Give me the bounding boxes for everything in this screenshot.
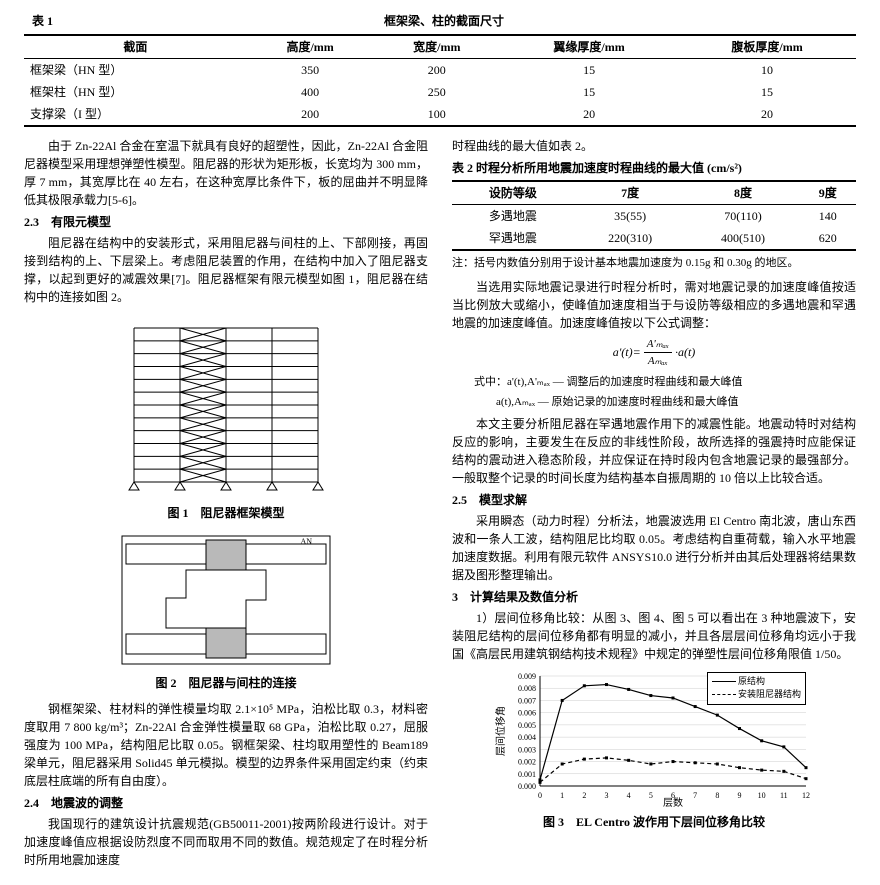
table1-caption: 框架梁、柱的截面尺寸 [384, 14, 504, 28]
table-row: 支撑梁（I 型）2001002020 [24, 103, 856, 126]
table1-label: 表 1 [32, 12, 53, 30]
table-row: 多遇地震35(55)70(110)140 [452, 205, 856, 228]
table-row: 罕遇地震220(310)400(510)620 [452, 227, 856, 250]
svg-text:0.009: 0.009 [518, 672, 536, 681]
right-p1: 当选用实际地震记录进行时程分析时，需对地震记录的加速度峰值按适当比例放大或缩小，… [452, 278, 856, 332]
equation: a'(t)= A'ₘₐₓ Aₘₐₓ ·a(t) [452, 336, 856, 370]
figure-1: 图 1 阻尼器框架模型 [24, 310, 428, 522]
table2-note: 注：括号内数值分别用于设计基本地震加速度为 0.15g 和 0.30g 的地区。 [452, 255, 856, 272]
right-p2: 本文主要分析阻尼器在罕遇地震作用下的减震性能。地震动特时对结构反应的影响，主要发… [452, 415, 856, 487]
left-p4: 我国现行的建筑设计抗震规范(GB50011-2001)按两阶段进行设计。对于加速… [24, 815, 428, 869]
eq-den: Aₘₐₓ [644, 353, 672, 370]
svg-text:0.000: 0.000 [518, 782, 536, 791]
table-row: 框架柱（HN 型）4002501515 [24, 81, 856, 103]
table1-wrap: 表 1 框架梁、柱的截面尺寸 截面高度/mm宽度/mm翼缘厚度/mm腹板厚度/m… [24, 12, 856, 127]
svg-text:2: 2 [582, 791, 586, 800]
figure-3: 0.000 0.001 0.002 0.003 0.004 0.005 0.006 0.007… [493, 667, 815, 809]
svg-text:0.001: 0.001 [518, 769, 536, 778]
sec-2-5: 2.5 模型求解 [452, 491, 856, 509]
fig1-caption: 图 1 阻尼器框架模型 [24, 504, 428, 522]
legend-dashed: 安装阻尼器结构 [738, 689, 801, 699]
svg-text:0.004: 0.004 [518, 733, 536, 742]
eq-note2: a(t),Aₘₐₓ — 原始记录的加速度时程曲线和最大峰值 [452, 394, 856, 411]
damper-connection-svg: AN [116, 530, 336, 670]
sec-2-4: 2.4 地震波的调整 [24, 794, 428, 812]
eq-note1: 式中：a'(t),A'ₘₐₓ — 调整后的加速度时程曲线和最大峰值 [452, 374, 856, 391]
svg-text:0.007: 0.007 [518, 696, 536, 705]
sec-2-3: 2.3 有限元模型 [24, 213, 428, 231]
svg-text:AN: AN [300, 537, 312, 546]
eq-tail: ·a(t) [675, 344, 695, 358]
svg-text:9: 9 [738, 791, 742, 800]
eq-num: A'ₘₐₓ [644, 336, 672, 354]
figure-2: AN 图 2 阻尼器与间柱的连接 [24, 530, 428, 692]
legend-solid: 原结构 [738, 676, 765, 686]
svg-text:10: 10 [758, 791, 766, 800]
svg-text:0.008: 0.008 [518, 684, 536, 693]
svg-text:1: 1 [560, 791, 564, 800]
table1-col: 宽度/mm [373, 35, 500, 59]
svg-text:7: 7 [693, 791, 697, 800]
table1-col: 腹板厚度/mm [678, 35, 856, 59]
eq-frac: A'ₘₐₓ Aₘₐₓ [644, 336, 672, 370]
sec-3: 3 计算结果及数值分析 [452, 588, 856, 606]
svg-text:5: 5 [649, 791, 653, 800]
svg-text:层数: 层数 [663, 796, 683, 808]
fig3-caption: 图 3 EL Centro 波作用下层间位移角比较 [452, 813, 856, 831]
svg-text:11: 11 [780, 791, 788, 800]
chart-legend: 原结构 安装阻尼器结构 [707, 672, 806, 705]
left-p1: 由于 Zn-22Al 合金在室温下就具有良好的超塑性，因此，Zn-22Al 合金… [24, 137, 428, 209]
table1-col: 截面 [24, 35, 247, 59]
fig2-caption: 图 2 阻尼器与间柱的连接 [24, 674, 428, 692]
table2-title: 表 2 时程分析所用地震加速度时程曲线的最大值 (cm/s²) [452, 159, 856, 177]
svg-text:8: 8 [715, 791, 719, 800]
eq-lhs: a'(t)= [613, 344, 644, 358]
svg-text:0.006: 0.006 [518, 708, 536, 717]
svg-text:0: 0 [538, 791, 542, 800]
right-p4: 1）层间位移角比较：从图 3、图 4、图 5 可以看出在 3 种地震波下，安装阻… [452, 609, 856, 663]
table2: 设防等级7度8度9度 多遇地震35(55)70(110)140罕遇地震220(3… [452, 180, 856, 251]
left-p3: 钢框架梁、柱材料的弹性模量均取 2.1×10⁵ MPa，泊松比取 0.3，材料密… [24, 700, 428, 790]
left-p2: 阻尼器在结构中的安装形式，采用阻尼器与间柱的上、下部刚接，再固接到结构的上、下层… [24, 234, 428, 306]
svg-text:0.002: 0.002 [518, 757, 536, 766]
right-column: 时程曲线的最大值如表 2。 表 2 时程分析所用地震加速度时程曲线的最大值 (c… [452, 137, 856, 873]
svg-text:12: 12 [802, 791, 810, 800]
left-column: 由于 Zn-22Al 合金在室温下就具有良好的超塑性，因此，Zn-22Al 合金… [24, 137, 428, 873]
table1-col: 高度/mm [247, 35, 374, 59]
svg-text:0.003: 0.003 [518, 745, 536, 754]
svg-text:0.005: 0.005 [518, 720, 536, 729]
table-row: 框架梁（HN 型）3502001510 [24, 59, 856, 82]
svg-text:层间位移角: 层间位移角 [494, 706, 507, 756]
svg-text:3: 3 [605, 791, 609, 800]
frame-model-svg [116, 310, 336, 500]
table1-col: 翼缘厚度/mm [500, 35, 678, 59]
svg-text:4: 4 [627, 791, 631, 800]
table1-title: 表 1 框架梁、柱的截面尺寸 [24, 12, 856, 30]
right-p3: 采用瞬态（动力时程）分析法，地震波选用 El Centro 南北波，唐山东西波和… [452, 512, 856, 584]
right-p0: 时程曲线的最大值如表 2。 [452, 137, 856, 155]
table1: 截面高度/mm宽度/mm翼缘厚度/mm腹板厚度/mm 框架梁（HN 型）3502… [24, 34, 856, 127]
